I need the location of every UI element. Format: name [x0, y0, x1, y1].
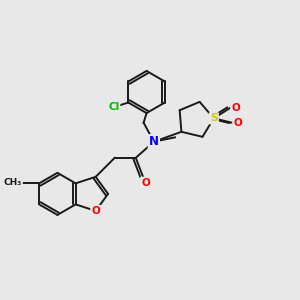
Text: S: S — [210, 113, 218, 123]
Text: O: O — [231, 103, 240, 113]
Text: Cl: Cl — [108, 102, 119, 112]
Text: CH₃: CH₃ — [4, 178, 22, 187]
Text: O: O — [141, 178, 150, 188]
Text: O: O — [233, 118, 242, 128]
Text: N: N — [149, 135, 159, 148]
Text: O: O — [91, 206, 100, 216]
